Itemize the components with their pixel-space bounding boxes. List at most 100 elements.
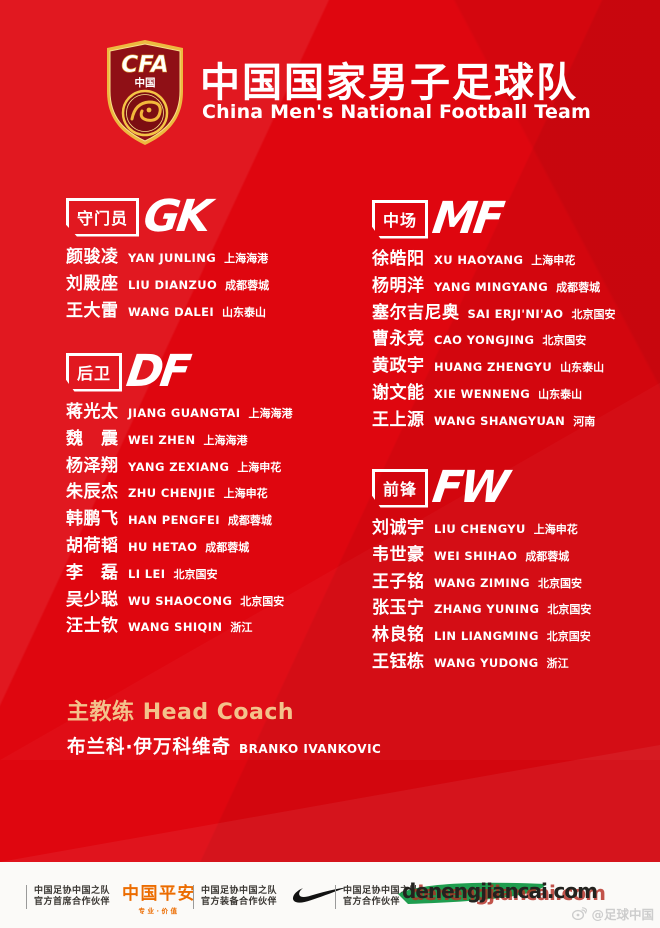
section-header-gk: 守门员 GK	[66, 191, 366, 242]
partner-nike: 中国足协中国之队 官方装备合作伙伴	[193, 880, 348, 914]
player-name-cn: 王大雷	[66, 300, 119, 321]
player-name-pinyin: SAI ERJI'NI'AO	[467, 306, 564, 321]
watermark-text: denengjiancai.com	[402, 879, 598, 903]
player-name-pinyin: YANG MINGYANG	[434, 279, 549, 294]
partner-pingan: 中国足协中国之队 官方首席合作伙伴 中国平安 专业·价值	[26, 880, 197, 915]
head-coach-heading-en: Head Coach	[142, 700, 295, 725]
player-list-mf: 徐皓阳 XU HAOYANG 上海申花 杨明洋 YANG MINGYANG 成都…	[372, 244, 660, 432]
player-row: 杨明洋 YANG MINGYANG 成都蓉城	[372, 271, 660, 298]
player-club: 上海海港	[248, 407, 293, 420]
player-name-cn: 刘诚宇	[372, 518, 425, 538]
player-name-cn: 塞尔吉尼奥	[372, 302, 460, 323]
watermark-text-shadow: denengjiancai.com	[410, 881, 606, 905]
player-club: 北京国安	[240, 594, 285, 608]
player-name-cn: 曹永竞	[372, 329, 425, 350]
partner-description: 中国足协中国之队 官方合作伙伴	[343, 886, 419, 909]
player-row: 韦世豪 WEI SHIHAO 成都蓉城	[372, 540, 660, 567]
player-row: 汪士钦 WANG SHIQIN 浙江	[66, 611, 366, 638]
player-club: 北京国安	[537, 576, 582, 590]
player-name-pinyin: ZHANG YUNING	[434, 602, 540, 617]
svg-text:CFA: CFA	[121, 52, 168, 78]
player-row: 韩鹏飞 HAN PENGFEI 成都蓉城	[66, 504, 366, 531]
player-club: 上海海港	[203, 433, 248, 447]
player-club: 北京国安	[571, 307, 616, 321]
poster-title-chinese: 中国国家男子足球队	[200, 60, 578, 106]
player-row: 王钰栋 WANG YUDONG 浙江	[372, 647, 660, 674]
player-club: 上海申花	[531, 254, 576, 267]
player-list-fw: 刘诚宇 LIU CHENGYU 上海申花 韦世豪 WEI SHIHAO 成都蓉城…	[372, 513, 660, 674]
player-name-cn: 王上源	[372, 409, 425, 430]
site-watermark: denengjiancai.com denengjiancai.com	[398, 876, 656, 908]
player-name-cn: 颜骏凌	[66, 247, 119, 267]
cfa-crest-logo: CFA 中国	[102, 39, 188, 150]
green-brush-icon	[398, 882, 546, 904]
position-label-en: MF	[429, 193, 505, 244]
player-name-cn: 谢文能	[372, 382, 425, 403]
partner-line2: 官方合作伙伴	[343, 897, 401, 907]
player-club: 山东泰山	[560, 361, 605, 375]
position-label-en: DF	[123, 346, 192, 397]
player-name-cn: 王钰栋	[372, 651, 425, 672]
player-name-pinyin: WANG SHIQIN	[128, 620, 223, 635]
svg-text:中国: 中国	[135, 76, 156, 89]
player-name-pinyin: LIN LIANGMING	[434, 629, 539, 644]
player-club: 浙江	[546, 656, 569, 670]
player-name-cn: 杨泽翔	[66, 455, 119, 476]
player-name-pinyin: YAN JUNLING	[128, 251, 217, 265]
player-club: 山东泰山	[222, 305, 267, 319]
player-name-pinyin: WEI ZHEN	[128, 432, 196, 447]
player-name-cn: 魏 震	[66, 428, 119, 449]
player-name-cn: 朱辰杰	[66, 482, 119, 503]
player-row: 林良铭 LIN LIANGMING 北京国安	[372, 620, 660, 647]
position-label-cn: 中场	[372, 199, 429, 239]
divider	[26, 885, 27, 909]
player-name-pinyin: LIU DIANZUO	[128, 277, 218, 292]
player-row: 刘诚宇 LIU CHENGYU 上海申花	[372, 513, 660, 540]
player-row: 吴少聪 WU SHAOCONG 北京国安	[66, 585, 366, 612]
section-midfielders: 中场 MF 徐皓阳 XU HAOYANG 上海申花 杨明洋 YANG MINGY…	[372, 193, 660, 432]
divider	[335, 885, 336, 909]
partner-description: 中国足协中国之队 官方首席合作伙伴	[34, 886, 110, 909]
player-name-cn: 杨明洋	[372, 275, 425, 296]
player-row: 王大雷 WANG DALEI 山东泰山	[66, 296, 366, 323]
player-list-df: 蒋光太 JIANG GUANGTAI 上海海港 魏 震 WEI ZHEN 上海海…	[66, 397, 366, 638]
partner-line2: 官方装备合作伙伴	[201, 897, 278, 907]
player-name-pinyin: LI LEI	[128, 566, 166, 581]
player-name-pinyin: WANG ZIMING	[434, 575, 530, 590]
player-club: 北京国安	[546, 630, 591, 644]
player-name-cn: 吴少聪	[66, 589, 119, 610]
player-club: 浙江	[230, 621, 253, 635]
player-name-cn: 汪士钦	[66, 616, 119, 637]
player-row: 颜骏凌 YAN JUNLING 上海海港	[66, 242, 366, 269]
player-club: 上海申花	[533, 523, 578, 536]
player-row: 蒋光太 JIANG GUANGTAI 上海海港	[66, 397, 366, 424]
player-club: 上海海港	[224, 252, 269, 265]
player-name-pinyin: YANG ZEXIANG	[128, 459, 230, 474]
position-label-cn: 后卫	[66, 352, 123, 392]
player-name-pinyin: WU SHAOCONG	[128, 593, 233, 608]
player-name-cn: 黄政宇	[372, 356, 425, 377]
section-defenders: 后卫 DF 蒋光太 JIANG GUANGTAI 上海海港 魏 震 WEI ZH…	[66, 346, 366, 638]
partner-description: 中国足协中国之队 官方装备合作伙伴	[201, 886, 277, 909]
partner-line1: 中国足协中国之队	[343, 885, 420, 896]
player-name-pinyin: WANG SHANGYUAN	[434, 413, 566, 428]
player-club: 山东泰山	[538, 387, 583, 401]
position-label-en: FW	[429, 462, 510, 513]
head-coach-heading: 主教练 Head Coach	[67, 694, 381, 726]
head-coach-name-cn: 布兰科·伊万科维奇	[67, 737, 232, 758]
player-name-cn: 张玉宁	[372, 598, 425, 619]
player-row: 塞尔吉尼奥 SAI ERJI'NI'AO 北京国安	[372, 298, 660, 325]
position-label-cn: 守门员	[66, 197, 140, 237]
player-name-cn: 韩鹏飞	[66, 509, 119, 530]
player-club: 成都蓉城	[556, 280, 601, 294]
player-name-pinyin: WEI SHIHAO	[434, 548, 518, 563]
player-name-pinyin: LIU CHENGYU	[434, 522, 526, 536]
player-name-cn: 徐皓阳	[372, 249, 425, 269]
pingan-logo-text: 中国平安	[122, 884, 197, 904]
divider	[193, 885, 194, 909]
section-header-df: 后卫 DF	[66, 346, 366, 397]
player-club: 成都蓉城	[227, 514, 272, 528]
head-coach-name: 布兰科·伊万科维奇 BRANKO IVANKOVIC	[67, 733, 381, 759]
player-row: 王上源 WANG SHANGYUAN 河南	[372, 405, 660, 432]
